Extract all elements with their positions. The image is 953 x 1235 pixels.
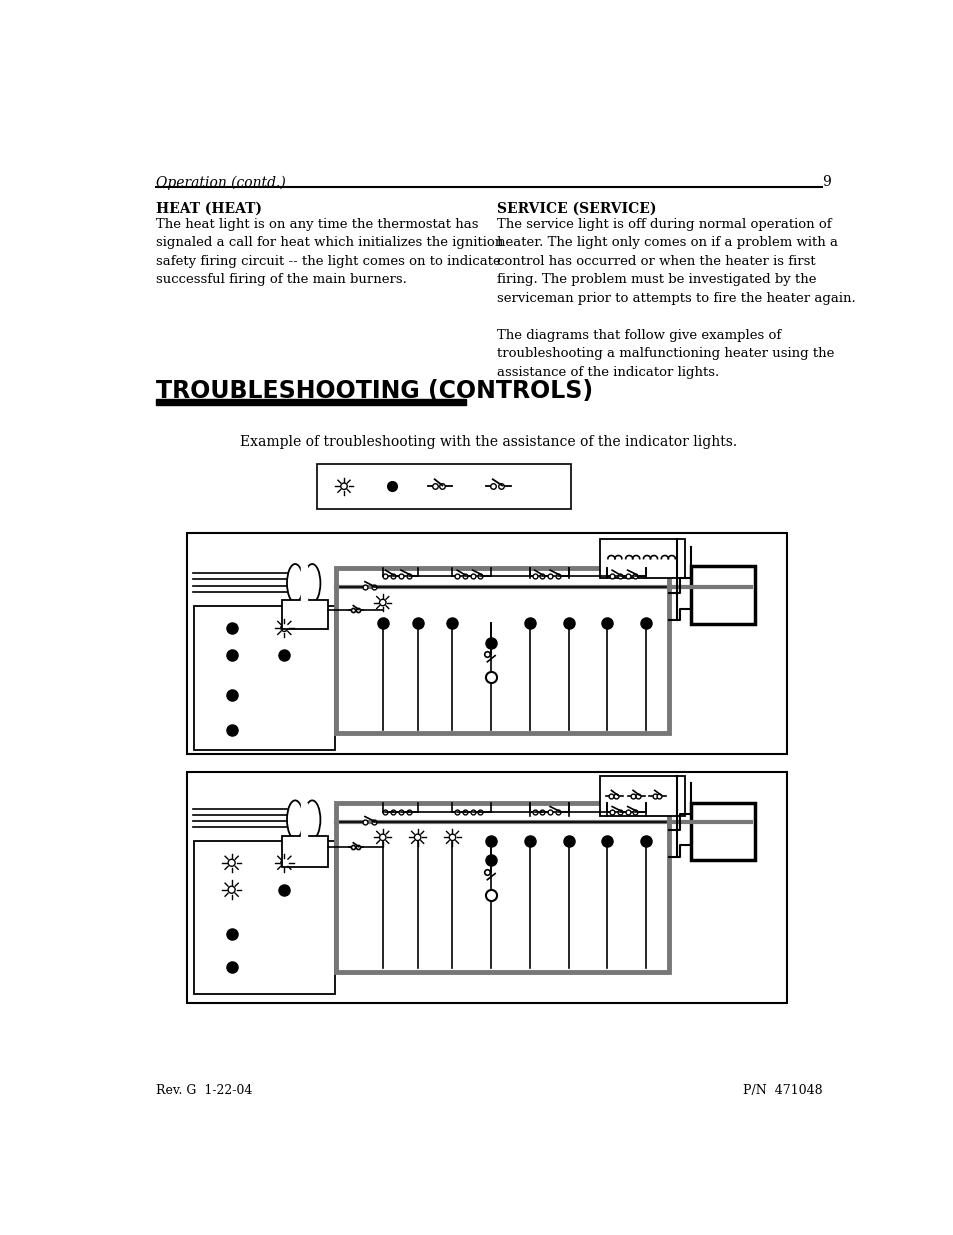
Bar [335,803,669,972]
Text: The heat light is on any time the thermostat has
signaled a call for heat which : The heat light is on any time the thermo… [155,217,502,287]
Bar [187,534,786,755]
Text: Rev. G  1-22-04: Rev. G 1-22-04 [155,1084,252,1097]
Bar [187,772,786,1003]
Text: 9: 9 [821,175,830,189]
Ellipse shape [304,800,320,839]
Ellipse shape [287,564,303,603]
Text: HEAT (HEAT): HEAT (HEAT) [155,203,261,216]
Bar [282,836,328,867]
Bar [691,567,754,624]
Bar [194,606,335,751]
Text: The service light is off during normal operation of
heater. The light only comes: The service light is off during normal o… [497,217,855,378]
Text: P/N  471048: P/N 471048 [741,1084,821,1097]
Text: Example of troubleshooting with the assistance of the indicator lights.: Example of troubleshooting with the assi… [240,436,737,450]
Text: SERVICE (SERVICE): SERVICE (SERVICE) [497,203,657,216]
Bar [316,464,571,509]
Text: TROUBLESHOOTING (CONTROLS): TROUBLESHOOTING (CONTROLS) [155,379,592,403]
Bar [335,568,669,734]
Bar [194,841,335,994]
Bar [599,540,684,578]
Bar [300,803,307,840]
Bar [300,567,307,603]
Ellipse shape [304,564,320,603]
Bar [155,399,465,405]
Bar [599,776,684,816]
Bar [691,803,754,861]
Bar [282,600,328,630]
Text: Operation (contd.): Operation (contd.) [155,175,285,189]
Ellipse shape [287,800,303,839]
